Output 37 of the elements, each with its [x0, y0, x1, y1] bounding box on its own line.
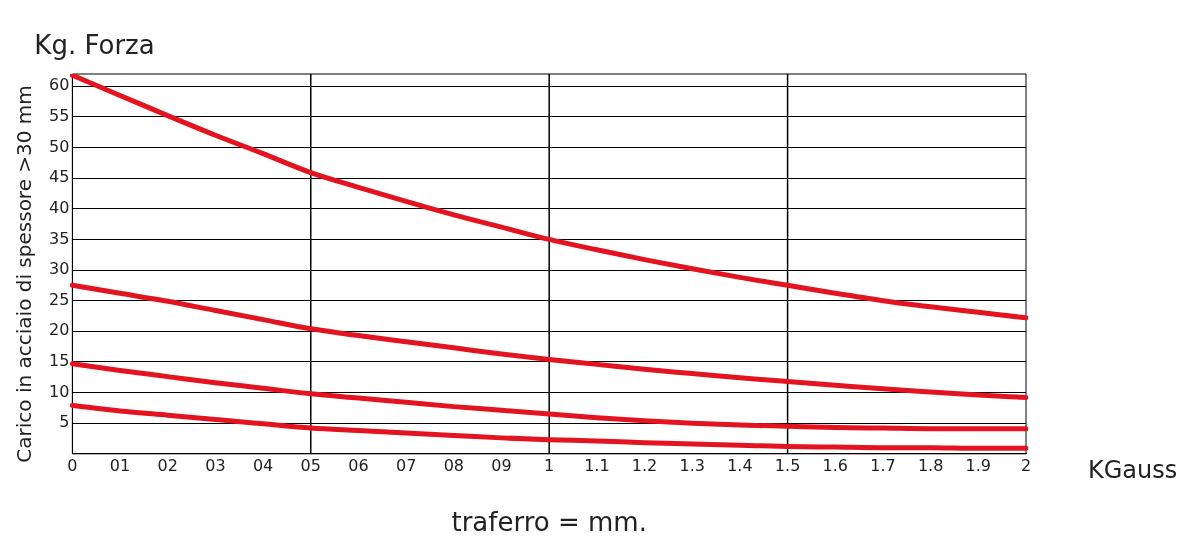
- x-tick-label: 01: [109, 455, 131, 475]
- x-tick-label: 1.7: [870, 455, 896, 475]
- text: Kg. Forza: [34, 29, 155, 60]
- y-tick-label: 25: [49, 289, 70, 309]
- x-tick-label: 05: [300, 455, 321, 475]
- y-tick-label: 55: [49, 106, 70, 126]
- x-tick-label: 08: [443, 455, 464, 475]
- x-tick-label: 02: [157, 455, 178, 475]
- y-tick-label: 20: [49, 320, 70, 340]
- x-axis-title: traferro = mm.: [451, 506, 647, 537]
- x-tick-label: 04: [252, 455, 274, 475]
- x-tick-label: 09: [491, 455, 512, 475]
- y-tick-label: 40: [49, 197, 70, 217]
- x-tick-label: 1.6: [822, 455, 848, 475]
- x-tick-label: 1.2: [631, 455, 658, 475]
- y-axis-title: Carico in acciaio di spessore >30 mm: [12, 85, 37, 463]
- text: KGauss: [1088, 456, 1178, 485]
- y-tick-label: 10: [49, 381, 70, 401]
- x-tick-label: 1: [544, 455, 555, 475]
- y-tick-label: 60: [49, 75, 70, 95]
- x-tick-label: 06: [348, 455, 369, 475]
- x-tick-label: 03: [205, 455, 226, 475]
- x-tick-label: 0: [67, 455, 78, 475]
- y-tick-label: 45: [49, 167, 70, 187]
- x-tick-label: 1.5: [774, 455, 801, 475]
- x-tick-label: 1.1: [584, 455, 610, 475]
- x-tick-label: 1.9: [965, 455, 992, 475]
- y-tick-label: 35: [49, 228, 70, 248]
- x-tick-label: 2: [1020, 455, 1032, 475]
- x-tick-label: 1.8: [917, 455, 944, 475]
- y-tick-label: 50: [49, 136, 70, 156]
- x-tick-label: 1.4: [727, 455, 753, 475]
- y-tick-label: 5: [59, 412, 70, 432]
- x-tick-label: 07: [395, 455, 417, 475]
- x-tick-label: 1.3: [679, 455, 705, 475]
- y-tick-label: 15: [49, 351, 70, 371]
- y-tick-label: 30: [49, 259, 70, 279]
